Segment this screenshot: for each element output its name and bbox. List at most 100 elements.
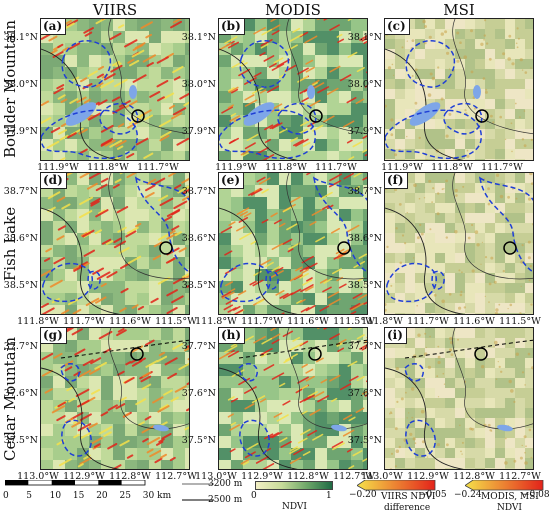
ndvi-min-label: 0 [251,491,257,501]
lake [153,424,169,432]
study-polygon [312,176,367,273]
latitude-tick: 37.6°N [347,388,382,399]
panel-label: (b) [219,19,245,35]
map-raster [219,173,367,314]
longitude-tick: 112.8°W [453,471,495,482]
column-title-modis: MODIS [265,1,321,19]
modis-msi-max-label: −0.08 [522,490,550,500]
viirs-diff-max-label: −0.05 [419,490,447,500]
panel-label: (i) [385,328,407,344]
lake [409,102,441,126]
longitude-tick: 111.5°W [333,316,375,327]
map-raster [41,19,189,160]
longitude-tick: 111.8°W [431,162,473,173]
latitude-tick: 38.6°N [3,233,38,244]
latitude-tick: 38.1°N [181,32,216,43]
map-panel-cedar-mountain-msi: (i) [384,327,534,470]
column-title-msi: MSI [443,1,475,19]
study-polygon [385,109,482,160]
site-marker [474,347,488,361]
latitude-tick: 37.9°N [347,126,382,137]
latitude-tick: 37.7°N [3,341,38,352]
modis-msi-colorbar [465,480,544,491]
longitude-tick: 113.0°W [17,471,59,482]
scale-bar-tick: 15 [72,491,85,501]
longitude-tick: 111.9°W [215,162,257,173]
latitude-tick: 38.7°N [181,186,216,197]
latitude-tick: 38.7°N [347,186,382,197]
modis-msi-min-label: −0.24 [454,490,482,500]
longitude-tick: 111.7°W [407,316,449,327]
latitude-tick: 38.0°N [3,79,38,90]
latitude-tick: 37.9°N [181,126,216,137]
panel-label: (d) [41,173,67,189]
lake [65,102,97,126]
panel-label: (c) [385,19,410,35]
longitude-tick: 111.6°W [287,316,329,327]
study-polygon [239,40,290,88]
viirs-diff-label-1: VIIRS NDVI [381,492,436,502]
map-panel-boulder-mountain-modis: (b) [218,18,368,161]
latitude-tick: 37.5°N [181,435,216,446]
study-polygon [61,40,112,88]
viirs-diff-colorbar [357,480,436,491]
viirs-diff-label-2: difference [384,503,431,513]
map-raster [219,19,367,160]
modis-msi-label-2: NDVI [497,503,522,513]
longitude-tick: 111.5°W [155,316,197,327]
study-polygon [405,40,456,88]
contour-3200-label: 3200 m [208,479,243,489]
longitude-tick: 111.6°W [109,316,151,327]
longitude-tick: 111.9°W [381,162,423,173]
map-panel-cedar-mountain-modis: (h) [218,327,368,470]
longitude-tick: 112.7°W [155,471,197,482]
viirs-diff-min-label: −0.20 [349,490,377,500]
panel-label: (g) [41,328,67,344]
latitude-tick: 37.5°N [3,435,38,446]
longitude-tick: 111.8°W [87,162,129,173]
map-raster [41,328,189,469]
scale-bar-tick: 10 [49,491,62,501]
latitude-tick: 38.0°N [181,79,216,90]
longitude-tick: 112.9°W [63,471,105,482]
longitude-tick: 111.6°W [453,316,495,327]
lake [243,102,275,126]
latitude-tick: 38.5°N [181,280,216,291]
map-panel-fish-lake-viirs: (d) [40,172,190,315]
latitude-tick: 37.5°N [347,435,382,446]
panel-label: (f) [385,173,408,189]
study-polygon [405,419,436,457]
panel-label: (e) [219,173,244,189]
longitude-tick: 112.7°W [499,471,541,482]
scale-bar-tick: 20 [96,491,108,501]
map-panel-fish-lake-modis: (e) [218,172,368,315]
scale-bar-tick: 30 km [142,491,172,501]
site-marker [130,347,144,361]
panel-label: (a) [41,19,67,35]
longitude-tick: 111.7°W [481,162,523,173]
lake [307,85,315,99]
study-polygon [220,262,271,303]
site-marker [309,109,323,123]
longitude-tick: 111.8°W [195,316,237,327]
study-polygon [60,363,80,382]
ndvi-max-label: 1 [326,491,332,501]
map-panel-fish-lake-msi: (f) [384,172,534,315]
ndvi-label: NDVI [282,502,307,512]
longitude-tick: 111.7°W [63,316,105,327]
study-polygon [478,176,533,273]
latitude-tick: 38.5°N [347,280,382,291]
site-marker [503,241,517,255]
lake [497,424,513,432]
longitude-tick: 111.9°W [37,162,79,173]
study-polygon [238,363,258,382]
lake [331,424,347,432]
study-polygon [61,419,92,457]
site-marker [337,241,351,255]
longitude-tick: 111.8°W [265,162,307,173]
site-marker [159,241,173,255]
column-title-viirs: VIIRS [92,1,138,19]
study-polygon [219,109,316,160]
longitude-tick: 112.9°W [407,471,449,482]
longitude-tick: 111.5°W [499,316,541,327]
